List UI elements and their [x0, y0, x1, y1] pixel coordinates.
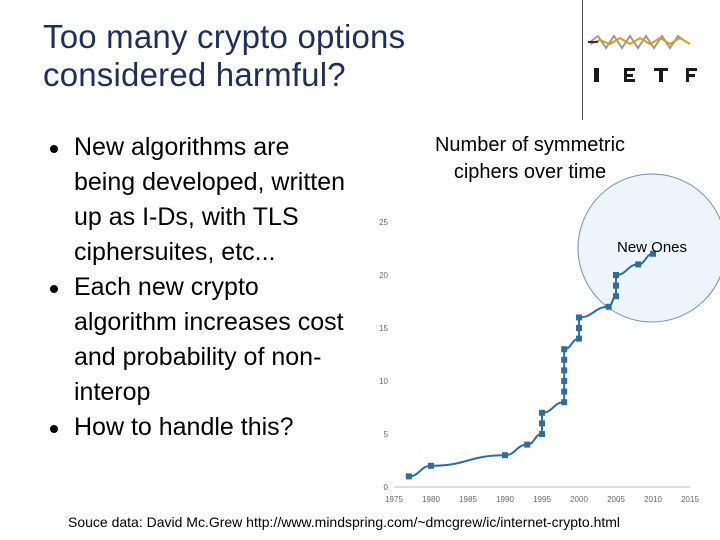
- data-point: [539, 431, 545, 437]
- chart-title-line-1: Number of symmetric: [434, 134, 626, 156]
- x-tick-label: 1995: [533, 495, 551, 504]
- bullet-text: How to handle this?: [74, 413, 294, 441]
- data-point: [650, 250, 656, 257]
- bullet-dot-icon: [50, 145, 58, 153]
- bullet-dot-icon: [50, 425, 58, 433]
- x-tick-label: 2015: [681, 495, 699, 504]
- bullet-text: Each new crypto algorithm increases cost…: [74, 273, 344, 406]
- header-divider: [582, 0, 583, 120]
- data-point: [502, 452, 508, 459]
- data-point: [524, 441, 531, 448]
- new-ones-label: New Ones: [617, 239, 687, 256]
- x-tick-label: 2000: [570, 495, 588, 504]
- data-point: [561, 388, 568, 395]
- data-point: [576, 314, 582, 321]
- x-tick-label: 1975: [385, 495, 403, 504]
- data-point: [561, 378, 568, 384]
- series-line: [408, 252, 654, 478]
- data-point: [428, 462, 434, 469]
- x-tick-label: 2005: [607, 495, 625, 504]
- x-tick-label: 1990: [496, 495, 514, 504]
- data-point: [576, 325, 582, 331]
- data-point: [576, 335, 582, 342]
- x-tick-label: 2010: [644, 495, 662, 504]
- data-point: [561, 399, 568, 406]
- bullet-dot-icon: [50, 285, 58, 293]
- y-tick-label: 15: [379, 324, 388, 333]
- x-tick-label: 1980: [422, 495, 440, 504]
- data-point: [561, 346, 568, 353]
- data-point: [605, 303, 612, 310]
- chart-title: Number of symmetric ciphers over time: [400, 132, 660, 186]
- slide-title: Too many crypto options considered harmf…: [43, 18, 563, 94]
- y-tick-label: 5: [384, 430, 389, 439]
- y-tick-label: 25: [379, 218, 388, 227]
- chart-title-line-2: ciphers over time: [453, 161, 607, 183]
- x-tick-label: 1985: [459, 495, 477, 504]
- data-point: [539, 409, 545, 416]
- bullet-item: How to handle this?: [50, 410, 350, 445]
- data-point: [405, 473, 412, 480]
- y-tick-label: 10: [379, 377, 388, 386]
- data-point: [613, 282, 619, 289]
- ietf-wave-icon: [588, 34, 691, 50]
- data-point: [561, 367, 568, 374]
- y-tick-label: 20: [379, 271, 388, 280]
- source-caption: Souce data: David Mc.Grew http://www.min…: [68, 514, 621, 530]
- bullet-item: New algorithms are being developed, writ…: [50, 130, 350, 270]
- bullet-text: New algorithms are being developed, writ…: [74, 133, 346, 266]
- data-point: [635, 261, 642, 268]
- title-line-2: considered harmful?: [43, 56, 346, 93]
- bullet-item: Each new crypto algorithm increases cost…: [50, 270, 350, 410]
- data-point: [561, 356, 568, 363]
- data-point: [539, 420, 545, 427]
- y-tick-label: 0: [384, 483, 389, 492]
- data-point: [613, 272, 619, 278]
- ietf-logo: [588, 34, 697, 82]
- ietf-letters-icon: [594, 68, 697, 82]
- bullet-list: New algorithms are being developed, writ…: [50, 130, 350, 445]
- title-line-1: Too many crypto options: [43, 18, 406, 55]
- data-point: [613, 293, 619, 300]
